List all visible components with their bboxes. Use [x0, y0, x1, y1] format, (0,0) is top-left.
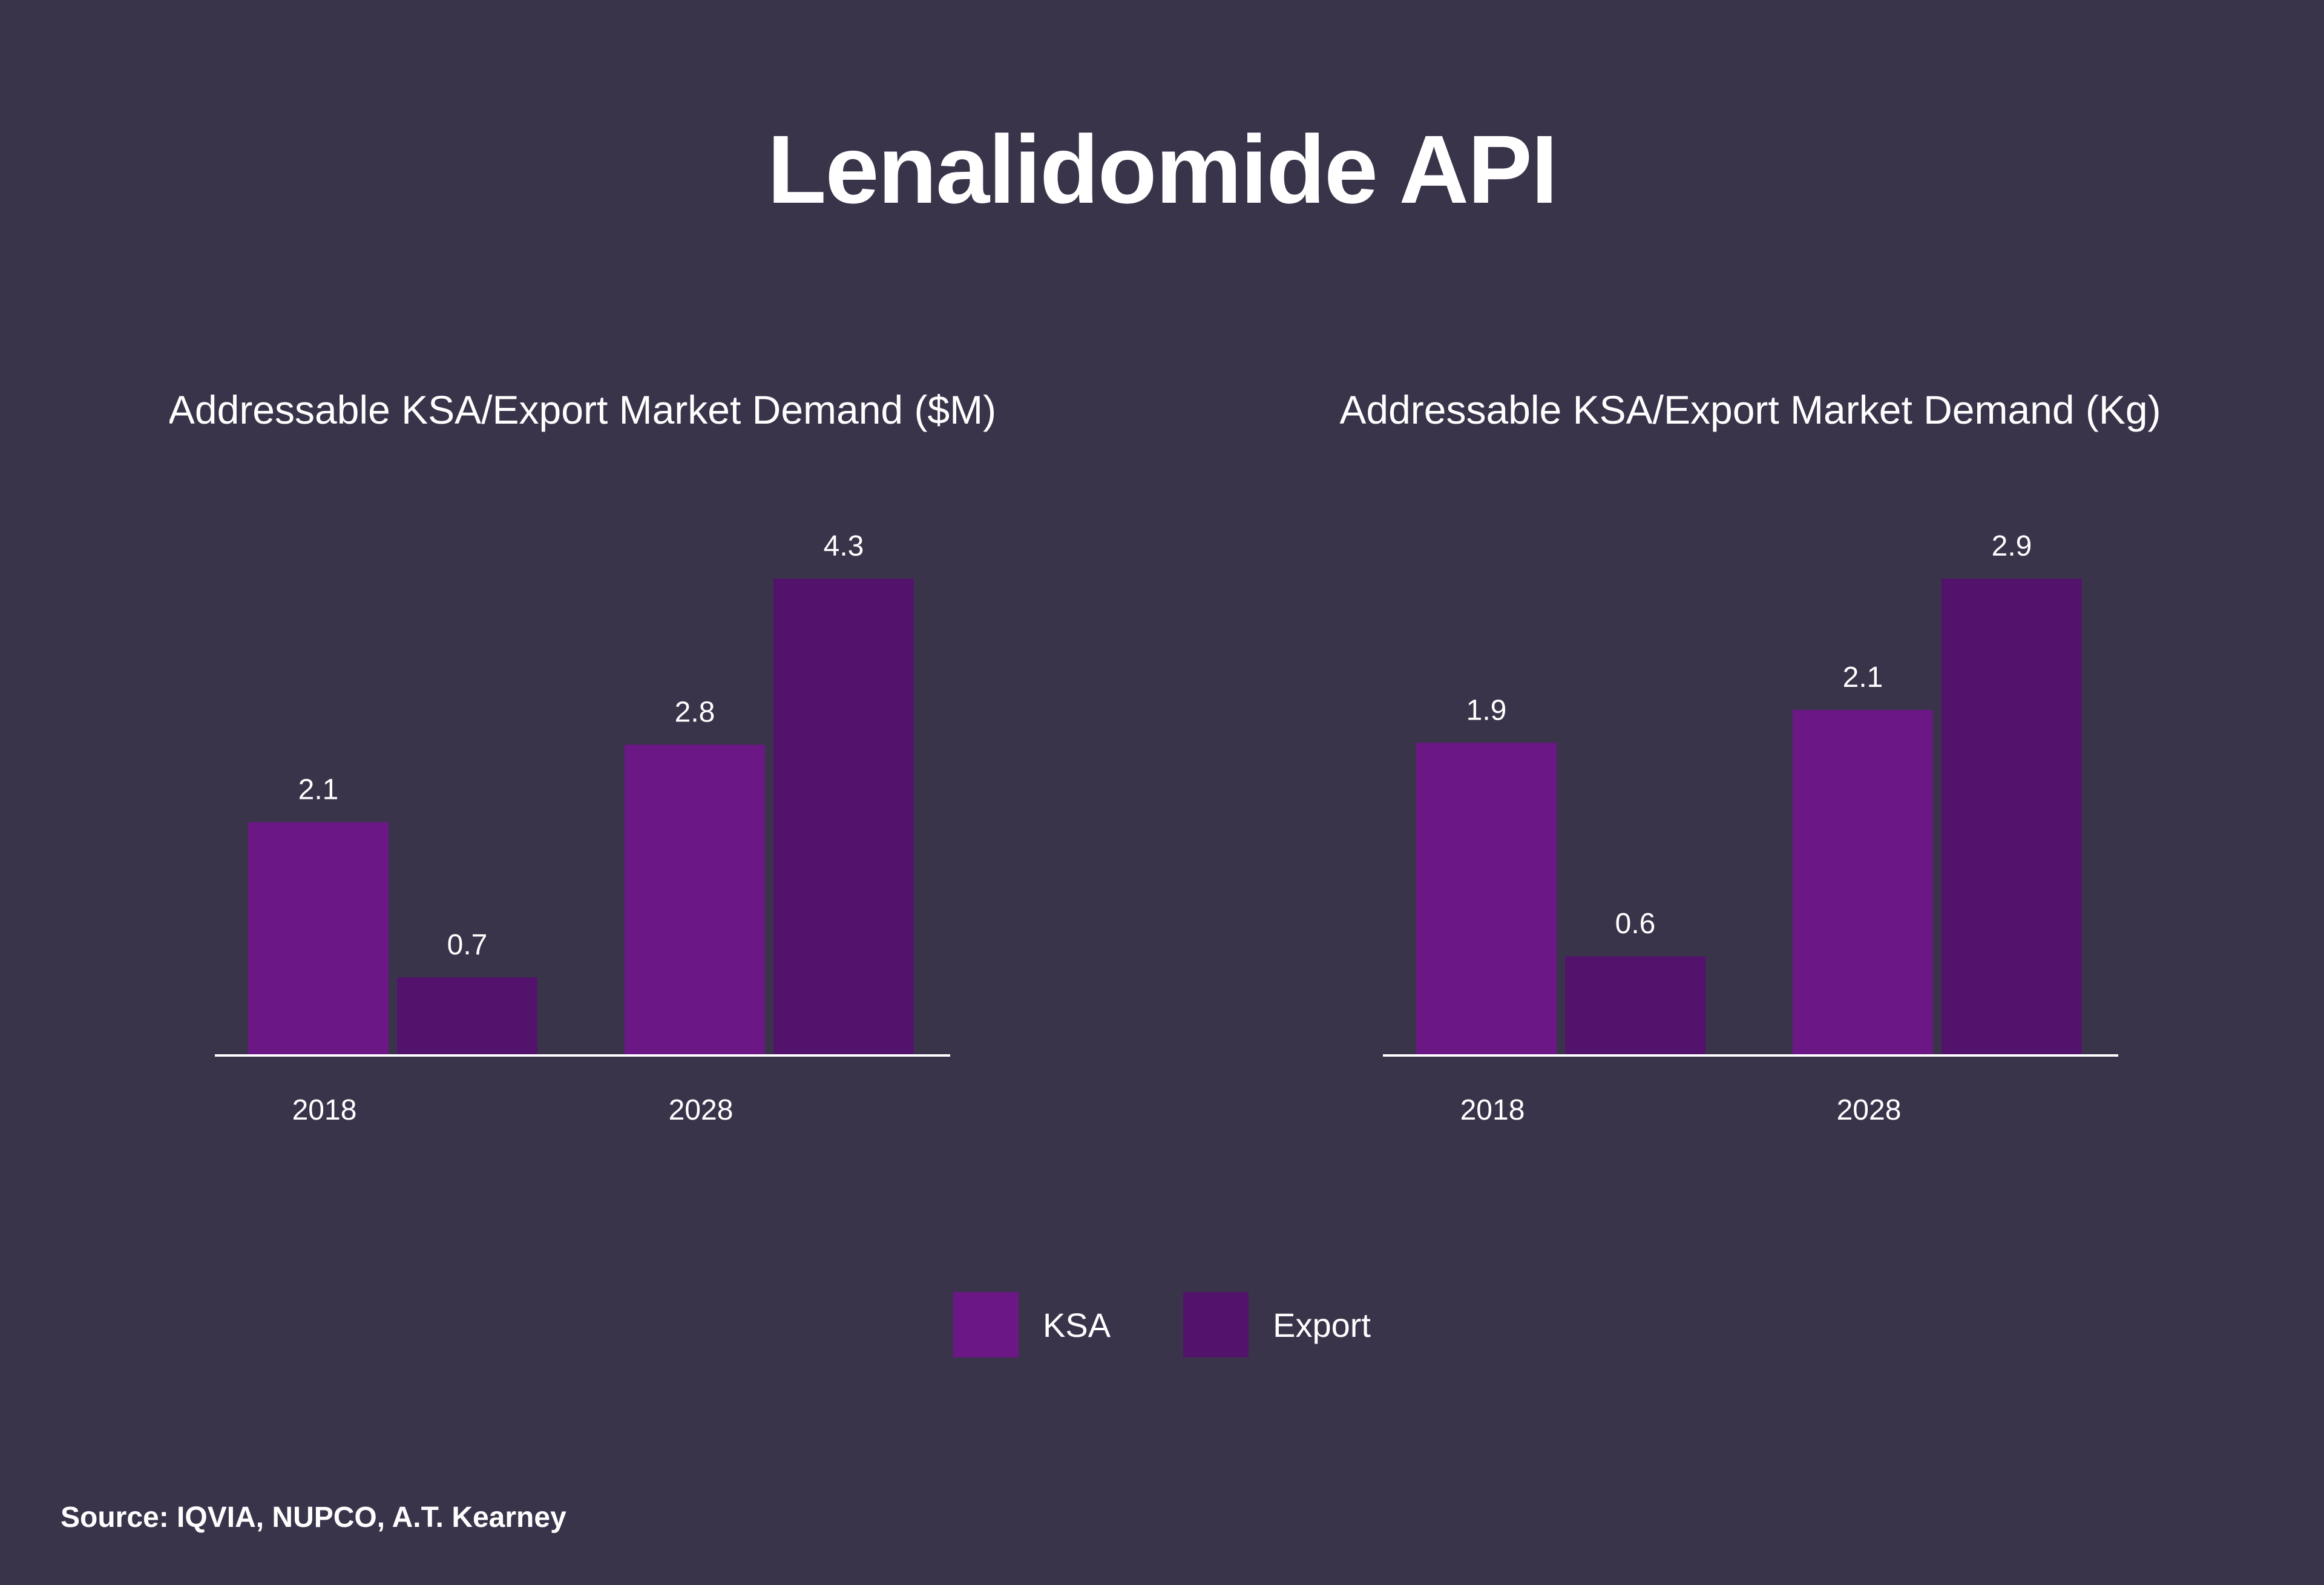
- x-tick-label-2018: 2018: [292, 1094, 357, 1126]
- data-label-export-2018: 0.6: [1615, 908, 1656, 940]
- data-label-export-2018: 0.7: [447, 929, 488, 961]
- chart-demand-usd: Addressable KSA/Export Market Demand ($M…: [169, 363, 1077, 1150]
- x-tick-label-2018: 2018: [1460, 1094, 1525, 1126]
- bar-ksa-2028: [1793, 710, 1933, 1055]
- bar-ksa-2018: [248, 822, 389, 1055]
- chart-title: Addressable KSA/Export Market Demand (Kg…: [1339, 387, 2161, 432]
- legend: KSA Export: [0, 1292, 2324, 1357]
- chart-demand-kg: Addressable KSA/Export Market Demand (Kg…: [1338, 363, 2245, 1150]
- legend-swatch-export: [1183, 1292, 1249, 1357]
- legend-label-ksa: KSA: [1043, 1305, 1111, 1344]
- bar-export-2028: [773, 579, 914, 1055]
- data-label-ksa-2018: 2.1: [298, 774, 339, 806]
- x-tick-label-2028: 2028: [669, 1094, 734, 1126]
- bar-ksa-2028: [625, 744, 765, 1055]
- bar-export-2028: [1942, 579, 2082, 1055]
- data-label-ksa-2028: 2.1: [1843, 661, 1883, 694]
- legend-swatch-ksa: [953, 1292, 1019, 1357]
- chart-demand-kg-svg: Addressable KSA/Export Market Demand (Kg…: [1339, 387, 2161, 1126]
- bar-export-2018: [397, 977, 537, 1055]
- data-label-ksa-2028: 2.8: [675, 697, 715, 729]
- bar-export-2018: [1565, 956, 1705, 1055]
- data-label-export-2028: 4.3: [824, 530, 864, 562]
- source-note: Source: IQVIA, NUPCO, A.T. Kearney: [61, 1501, 566, 1534]
- chart-title: Addressable KSA/Export Market Demand ($M…: [169, 387, 996, 432]
- page-title: Lenalidomide API: [767, 115, 1558, 223]
- bar-ksa-2018: [1416, 743, 1557, 1055]
- legend-item-ksa: KSA: [953, 1292, 1111, 1357]
- data-label-ksa-2018: 1.9: [1466, 694, 1507, 726]
- legend-label-export: Export: [1273, 1305, 1371, 1344]
- data-label-export-2028: 2.9: [1992, 530, 2032, 562]
- x-tick-label-2028: 2028: [1837, 1094, 1902, 1126]
- chart-demand-usd-svg: Addressable KSA/Export Market Demand ($M…: [169, 387, 996, 1126]
- legend-item-export: Export: [1183, 1292, 1371, 1357]
